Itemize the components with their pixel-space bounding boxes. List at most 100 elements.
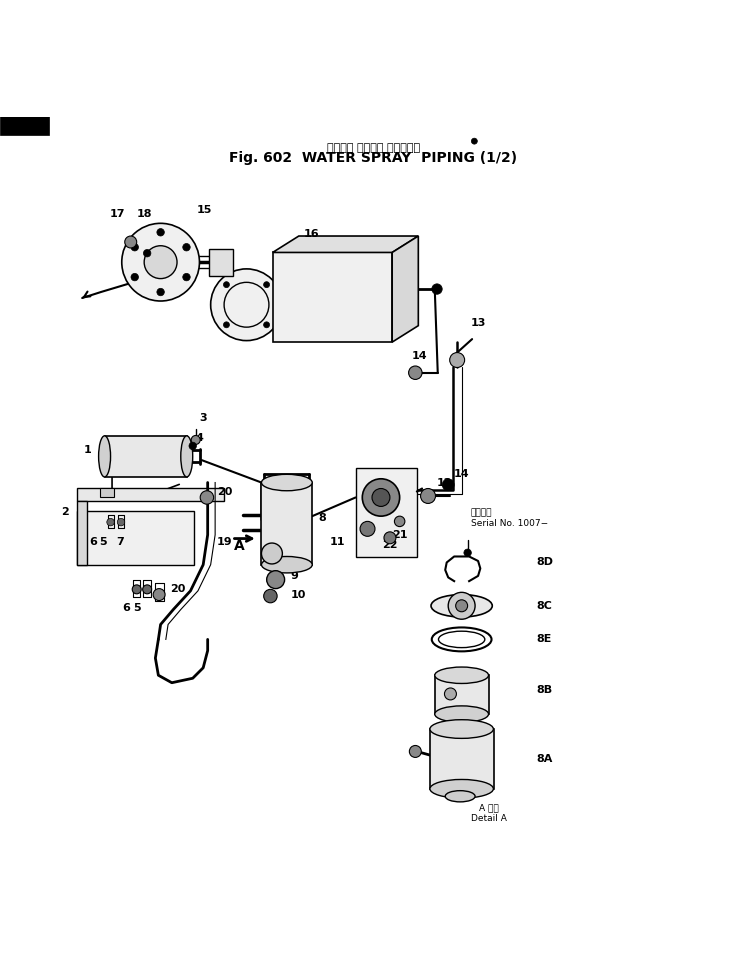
Circle shape [200, 491, 214, 504]
Polygon shape [77, 488, 224, 501]
Text: 5: 5 [133, 603, 140, 613]
Circle shape [183, 273, 190, 281]
Polygon shape [356, 467, 417, 558]
Circle shape [223, 321, 229, 327]
Bar [261, 482, 312, 564]
Text: 10: 10 [291, 590, 306, 600]
Text: 4: 4 [196, 433, 204, 443]
Polygon shape [77, 511, 194, 564]
Text: 13: 13 [471, 318, 486, 327]
Circle shape [409, 366, 422, 379]
Circle shape [442, 479, 454, 491]
Ellipse shape [261, 557, 312, 573]
Circle shape [223, 281, 229, 288]
Circle shape [131, 243, 138, 251]
Circle shape [372, 488, 390, 507]
Text: 22: 22 [382, 540, 398, 551]
Text: 1: 1 [84, 445, 91, 456]
Text: 5: 5 [99, 537, 107, 547]
Circle shape [409, 746, 421, 758]
Circle shape [384, 532, 396, 544]
Bar [430, 729, 494, 789]
Circle shape [144, 246, 177, 278]
Text: 14: 14 [454, 468, 470, 478]
Text: 8A: 8A [536, 754, 553, 764]
Circle shape [131, 273, 138, 281]
Text: 16: 16 [304, 228, 320, 239]
Circle shape [421, 488, 436, 504]
Text: 8D: 8D [536, 558, 554, 567]
Text: 8B: 8B [536, 685, 553, 695]
Circle shape [132, 585, 141, 594]
Circle shape [183, 243, 190, 251]
Circle shape [464, 549, 471, 557]
Bar [209, 249, 233, 275]
Text: 2: 2 [61, 508, 69, 517]
Circle shape [471, 138, 477, 144]
Circle shape [267, 570, 285, 589]
Text: 15: 15 [196, 205, 212, 215]
Text: 14: 14 [412, 351, 427, 362]
Text: 12: 12 [437, 477, 453, 487]
Circle shape [360, 521, 375, 536]
Text: A 詳細
Detail A: A 詳細 Detail A [471, 804, 507, 823]
Text: 11: 11 [329, 537, 345, 547]
Ellipse shape [99, 436, 111, 477]
Text: ウォータ スプレイ パイピング: ウォータ スプレイ パイピング [327, 143, 420, 153]
Text: 9: 9 [291, 571, 299, 581]
Text: 20: 20 [217, 487, 232, 497]
Ellipse shape [435, 706, 489, 722]
Ellipse shape [431, 595, 492, 617]
Circle shape [157, 288, 164, 296]
Circle shape [143, 585, 152, 594]
Polygon shape [273, 253, 392, 342]
Circle shape [264, 281, 270, 288]
Bar [0, 117, 49, 135]
Circle shape [157, 228, 164, 236]
Polygon shape [77, 501, 87, 564]
Text: 3: 3 [199, 413, 207, 422]
Circle shape [153, 589, 165, 601]
Text: 8C: 8C [536, 601, 552, 611]
Text: 17: 17 [110, 209, 125, 219]
Circle shape [261, 543, 282, 564]
Bar [100, 488, 114, 497]
Circle shape [122, 223, 199, 301]
Text: 18: 18 [137, 209, 152, 219]
Bar [435, 675, 489, 714]
Circle shape [448, 592, 475, 619]
Text: 6: 6 [122, 603, 130, 613]
Circle shape [117, 518, 125, 526]
Circle shape [456, 600, 468, 612]
Circle shape [143, 250, 151, 257]
Polygon shape [273, 236, 418, 253]
Text: Fig. 602  WATER SPRAY  PIPING (1/2): Fig. 602 WATER SPRAY PIPING (1/2) [229, 151, 518, 166]
Circle shape [432, 284, 442, 294]
Text: A: A [234, 539, 244, 553]
Text: 19: 19 [217, 537, 232, 547]
Bar [105, 436, 187, 477]
Circle shape [189, 442, 196, 450]
Text: 8E: 8E [536, 634, 552, 645]
Circle shape [264, 321, 270, 327]
Ellipse shape [435, 667, 489, 683]
Circle shape [450, 353, 465, 368]
Ellipse shape [430, 719, 493, 738]
Ellipse shape [430, 779, 493, 798]
Circle shape [444, 688, 456, 700]
Text: 適用番号
Serial No. 1007−: 適用番号 Serial No. 1007− [471, 509, 548, 528]
Ellipse shape [261, 474, 312, 491]
Polygon shape [392, 236, 418, 342]
Circle shape [362, 479, 400, 516]
Text: 8: 8 [318, 513, 326, 522]
Text: 6: 6 [90, 537, 98, 547]
Circle shape [264, 589, 277, 603]
Circle shape [191, 435, 200, 445]
Ellipse shape [445, 791, 475, 802]
Text: 20: 20 [170, 584, 186, 594]
Circle shape [211, 269, 282, 341]
Circle shape [107, 518, 114, 526]
Text: 7: 7 [116, 537, 123, 547]
Circle shape [394, 516, 405, 526]
Circle shape [125, 236, 137, 248]
